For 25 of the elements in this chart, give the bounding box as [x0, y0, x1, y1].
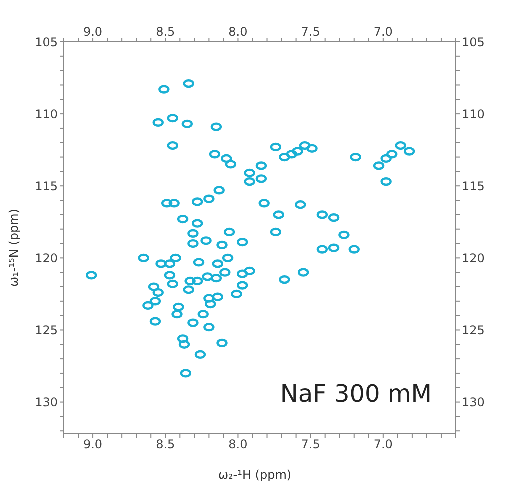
y-tick-label: 110 [35, 107, 58, 122]
x-axis-title: ω₂-¹H (ppm) [217, 468, 293, 482]
y2-tick-label: 115 [462, 179, 485, 194]
annotation: NaF 300 mM [280, 380, 432, 408]
y-tick-label: 125 [35, 323, 58, 338]
x2-tick-label: 9.0 [83, 438, 103, 452]
y2-tick-label: 110 [462, 107, 485, 122]
y-tick-label: 105 [35, 35, 58, 50]
y-axis-title: ω₁-¹⁵N (ppm) [7, 209, 21, 287]
x2-tick-label: 8.0 [228, 438, 248, 452]
x2-tick-label: 7.5 [301, 438, 320, 452]
x-tick-label: 8.5 [156, 25, 176, 39]
x-tick-label: 7.0 [374, 25, 393, 39]
x-tick-label: 8.0 [228, 25, 248, 39]
y-tick-label: 120 [35, 251, 58, 266]
y2-tick-label: 130 [462, 396, 485, 410]
x2-tick-label: 8.5 [156, 438, 176, 452]
y2-tick-label: 120 [462, 251, 485, 266]
y-tick-label: 115 [35, 179, 58, 194]
x-tick-label: 7.5 [301, 25, 320, 39]
y-tick-label: 130 [35, 396, 58, 410]
x2-tick-label: 7.0 [374, 438, 393, 452]
x-tick-label: 9.0 [83, 25, 103, 39]
y2-tick-label: 105 [462, 35, 485, 50]
y2-tick-label: 125 [462, 323, 485, 338]
